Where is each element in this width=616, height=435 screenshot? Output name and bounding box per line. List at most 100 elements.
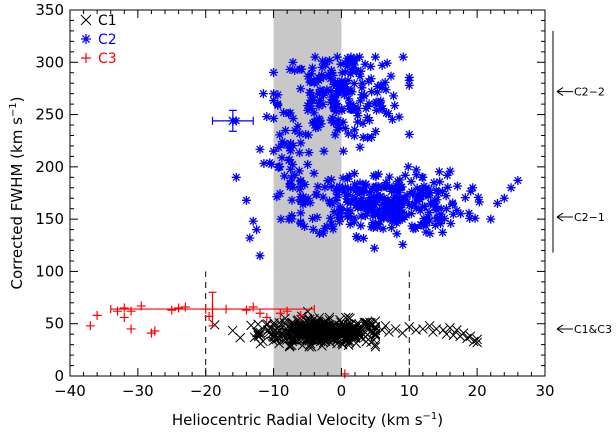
point-C2-601 (513, 175, 523, 185)
point-C2-316 (428, 200, 438, 210)
point-C2-398 (350, 179, 360, 189)
point-C1-420 (370, 323, 381, 333)
point-C2-560 (295, 148, 305, 158)
point-C2-447 (402, 210, 412, 220)
point-C1-424 (390, 324, 401, 334)
point-C2-599 (499, 193, 509, 203)
point-C2-585 (267, 159, 277, 169)
legend-label-C2: C2 (98, 32, 117, 48)
point-C2-63 (340, 123, 350, 133)
point-C3-17 (248, 302, 258, 312)
point-C2-347 (473, 192, 483, 202)
x-tick-label-5: 10 (400, 382, 419, 400)
point-C2-403 (423, 212, 433, 222)
point-C2-66 (332, 119, 342, 129)
point-C1-426 (404, 321, 415, 332)
point-C2-339 (460, 193, 470, 203)
point-C2-115 (307, 63, 317, 73)
point-C1-400 (287, 336, 298, 347)
point-C2-61 (327, 68, 337, 78)
point-C2-461 (346, 183, 356, 193)
point-C2-111 (404, 129, 414, 139)
point-C1-383 (289, 327, 299, 337)
axes-frame (69, 9, 546, 377)
point-C2-293 (368, 218, 378, 228)
point-C2-163 (342, 53, 352, 63)
point-C2-363 (405, 200, 415, 210)
point-C2-3 (343, 129, 353, 139)
point-C2-147 (357, 78, 367, 88)
point-C2-460 (411, 170, 421, 180)
point-C1-413 (359, 317, 370, 328)
point-C2-594 (252, 225, 262, 235)
annotation-2: C1&C3 (556, 323, 612, 336)
data-points (85, 52, 523, 379)
point-C2-131 (355, 71, 365, 81)
point-C2-583 (272, 192, 282, 202)
point-C2-378 (407, 221, 417, 231)
point-C2-189 (308, 92, 318, 102)
point-C2-132 (314, 101, 324, 111)
point-C2-141 (355, 142, 365, 152)
point-C2-23 (269, 113, 279, 123)
point-C2-72 (329, 102, 339, 112)
point-C3-10 (167, 305, 177, 315)
point-C2-75 (349, 131, 359, 141)
point-C1-204 (261, 319, 271, 330)
legend-marker-C1 (80, 14, 92, 26)
point-C2-542 (275, 130, 285, 140)
point-C2-104 (313, 122, 323, 132)
point-C2-138 (330, 130, 340, 140)
point-C1-411 (354, 324, 364, 335)
point-C2-317 (393, 216, 403, 226)
point-C2-535 (410, 199, 420, 209)
x-tick-label-1: −30 (122, 382, 154, 400)
point-C2-301 (392, 229, 402, 239)
point-C2-506 (429, 178, 439, 188)
point-C2-376 (468, 183, 478, 193)
y-tick-label-6: 300 (35, 53, 64, 71)
y-tick-label-1: 50 (45, 315, 64, 333)
point-C2-580 (294, 166, 304, 176)
point-C2-414 (380, 204, 390, 214)
point-C2-82 (296, 138, 306, 148)
point-C2-184 (358, 132, 368, 142)
point-C2-167 (325, 56, 335, 66)
point-C2-247 (331, 196, 341, 206)
point-C2-298 (296, 181, 306, 191)
point-C2-215 (308, 213, 318, 223)
point-C2-520 (372, 191, 382, 201)
point-C2-206 (361, 103, 371, 113)
point-C1-443 (472, 334, 482, 345)
point-C2-437 (332, 183, 342, 193)
point-C1-404 (274, 317, 285, 328)
point-C2-529 (396, 203, 406, 213)
point-C2-110 (339, 90, 349, 100)
y-tick-label-2: 100 (35, 262, 64, 280)
point-C2-512 (393, 176, 403, 186)
point-C2-239 (369, 243, 379, 253)
point-C2-534 (384, 172, 394, 182)
point-C2-522 (368, 222, 378, 232)
point-C1-419 (270, 324, 280, 335)
point-C2-435 (325, 198, 335, 208)
point-C2-177 (295, 64, 305, 74)
annotation-arrow-1 (556, 212, 573, 222)
point-C2-426 (370, 208, 380, 218)
point-C2-590 (231, 172, 241, 182)
point-C2-507 (407, 187, 417, 197)
point-C2-117 (322, 85, 332, 95)
point-C2-489 (335, 212, 345, 222)
point-C2-565 (286, 164, 296, 174)
point-C2-545 (274, 142, 284, 152)
point-C2-135 (387, 115, 397, 125)
point-C2-484 (371, 198, 381, 208)
point-C2-48 (370, 52, 380, 62)
point-C2-292 (466, 186, 476, 196)
point-C2-88 (314, 75, 324, 85)
point-C2-312 (436, 204, 446, 214)
point-C1-42 (263, 328, 274, 338)
errorbar-marker-C2 (227, 115, 239, 127)
point-C2-207 (349, 60, 359, 70)
point-C2-427 (387, 198, 397, 208)
